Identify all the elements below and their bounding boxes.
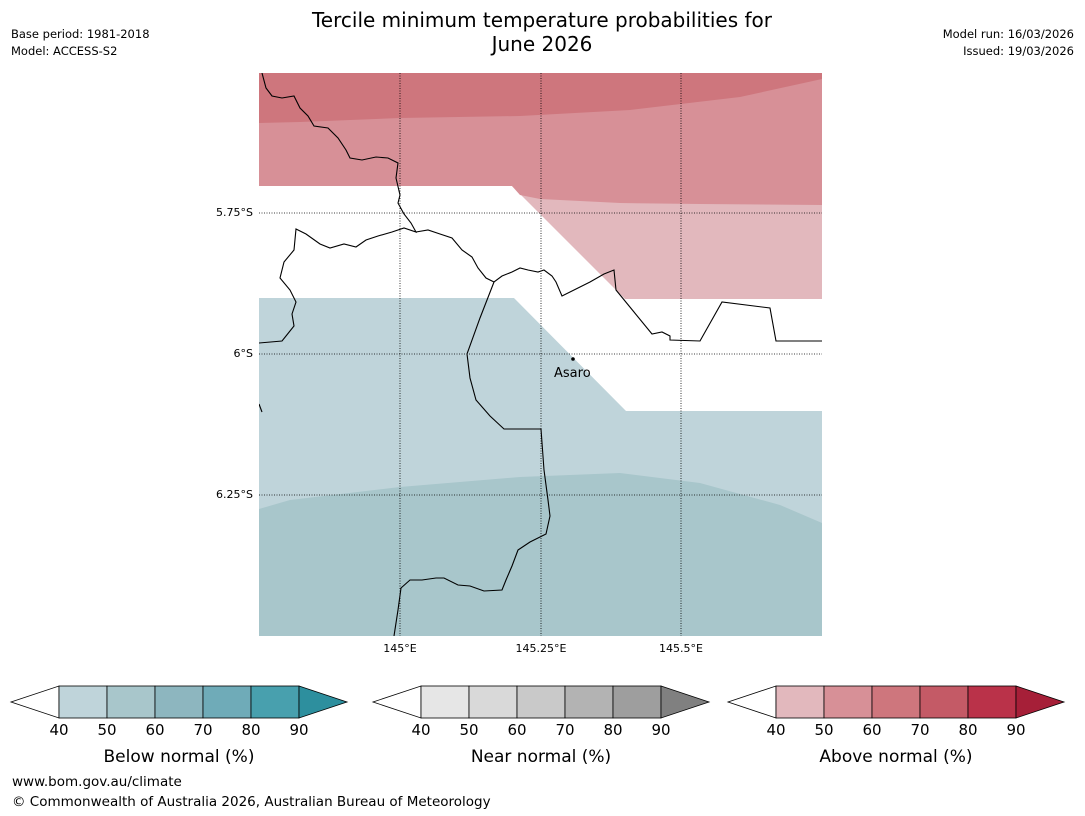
- legend-above-high-triangle: [1015, 685, 1066, 719]
- border-north: [259, 73, 418, 344]
- legend-near-segment: [516, 685, 566, 719]
- lat-label-6-25: 6.25°S: [216, 488, 253, 501]
- title-line-2: June 2026: [491, 32, 593, 56]
- asaro-marker: [571, 357, 575, 361]
- legend-above-segment: [871, 685, 921, 719]
- meta-left: Base period: 1981-2018 Model: ACCESS-S2: [11, 26, 150, 60]
- legend-below-tick-label: 70: [193, 721, 212, 739]
- legend-near-tick-label: 50: [459, 721, 478, 739]
- lon-label-145: 145°E: [383, 642, 416, 655]
- legends: 40 50 60 70 80 90 Below normal (%) 40 50 60 70 80 90…: [9, 685, 1066, 767]
- footer-url: www.bom.gov.au/climate: [12, 774, 182, 790]
- map-area: Asaro: [259, 73, 822, 636]
- latitude-labels: 5.75°S 6°S 6.25°S: [216, 206, 253, 501]
- legend-near-tick-label: 60: [507, 721, 526, 739]
- legend-below-tick-label: 90: [289, 721, 308, 739]
- legend-near: 40 50 60 70 80 90 Near normal (%): [371, 685, 711, 767]
- legend-above-title: Above normal (%): [819, 747, 972, 767]
- legend-above-segment: [967, 685, 1017, 719]
- legend-above-tick-label: 70: [910, 721, 929, 739]
- lat-label-5-75: 5.75°S: [216, 206, 253, 219]
- legend-near-segment: [468, 685, 518, 719]
- province-borders: [259, 73, 822, 636]
- legend-near-segment: [420, 685, 470, 719]
- legend-near-high-triangle: [660, 685, 711, 719]
- issued-date: Issued: 19/03/2026: [963, 44, 1074, 58]
- longitude-labels: 145°E 145.25°E 145.5°E: [383, 642, 703, 655]
- base-period: Base period: 1981-2018: [11, 27, 150, 41]
- legend-above-tick-label: 40: [766, 721, 785, 739]
- lon-label-145-25: 145.25°E: [516, 642, 567, 655]
- legend-below-segment: [250, 685, 300, 719]
- legend-above-tick-label: 60: [862, 721, 881, 739]
- legend-above-tick-label: 80: [958, 721, 977, 739]
- border-central: [415, 229, 822, 342]
- legend-above-tick-label: 90: [1006, 721, 1025, 739]
- legend-above-low-triangle: [726, 685, 777, 719]
- legend-above-segment: [919, 685, 969, 719]
- below-normal-50-region: [259, 473, 822, 636]
- legend-near-tick-label: 70: [555, 721, 574, 739]
- above-normal-40-region: [512, 186, 822, 299]
- legend-above-tick-label: 50: [814, 721, 833, 739]
- lon-label-145-5: 145.5°E: [659, 642, 703, 655]
- lat-label-6: 6°S: [234, 347, 253, 360]
- legend-below-title: Below normal (%): [104, 747, 255, 767]
- legend-below-tick-label: 60: [145, 721, 164, 739]
- legend-near-low-triangle: [371, 685, 422, 719]
- place-label-asaro: Asaro: [554, 366, 591, 381]
- legend-below-segment: [106, 685, 156, 719]
- model-name: Model: ACCESS-S2: [11, 44, 118, 58]
- legend-near-segment: [564, 685, 614, 719]
- title-line-1: Tercile minimum temperature probabilitie…: [311, 8, 773, 32]
- legend-near-tick-label: 90: [651, 721, 670, 739]
- legend-below-segment: [154, 685, 204, 719]
- footer-copyright: © Commonwealth of Australia 2026, Austra…: [12, 794, 491, 810]
- chart-title: Tercile minimum temperature probabilitie…: [242, 8, 842, 56]
- legend-near-title: Near normal (%): [471, 747, 611, 767]
- border-west-stub: [259, 403, 263, 413]
- border-south: [393, 281, 551, 636]
- legend-below-tick-label: 80: [241, 721, 260, 739]
- legend-below-high-triangle: [298, 685, 349, 719]
- legend-below-segment: [202, 685, 252, 719]
- legend-near-segment: [612, 685, 662, 719]
- legend-below-tick-label: 40: [49, 721, 68, 739]
- meta-right: Model run: 16/03/2026 Issued: 19/03/2026: [943, 26, 1074, 60]
- legend-above: 40 50 60 70 80 90 Above normal (%): [726, 685, 1066, 767]
- legend-above-segment: [823, 685, 873, 719]
- legend-below-low-triangle: [9, 685, 60, 719]
- legend-above-segment: [775, 685, 825, 719]
- legend-near-tick-label: 80: [603, 721, 622, 739]
- legend-below-tick-label: 50: [97, 721, 116, 739]
- legend-below-segment: [58, 685, 108, 719]
- legend-near-tick-label: 40: [411, 721, 430, 739]
- model-run: Model run: 16/03/2026: [942, 27, 1074, 41]
- legend-below: 40 50 60 70 80 90 Below normal (%): [9, 685, 349, 767]
